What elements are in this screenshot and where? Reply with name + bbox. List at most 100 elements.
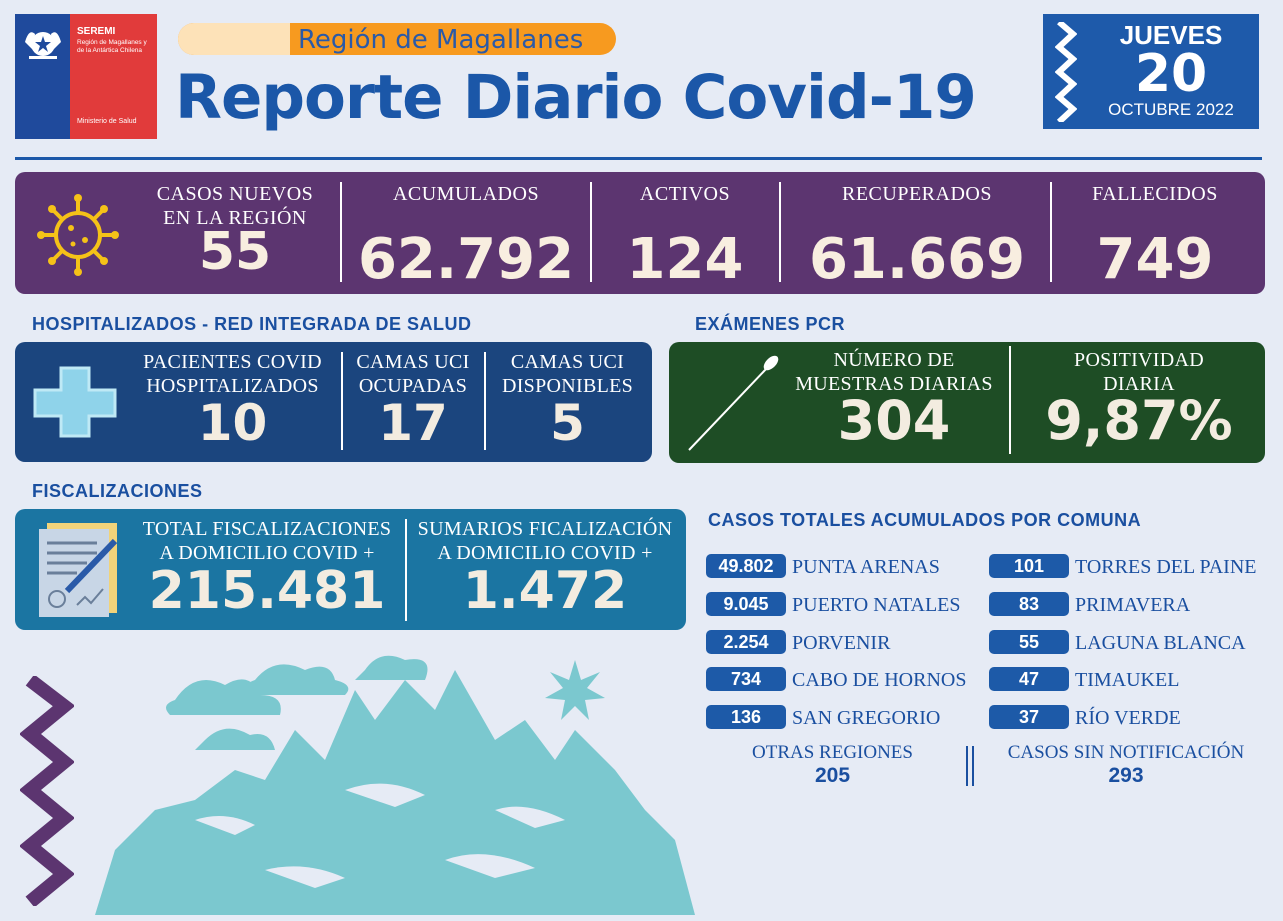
comunas-section-title: CASOS TOTALES ACUMULADOS POR COMUNA — [708, 510, 1142, 530]
hosp-item-pacientes: PACIENTES COVID HOSPITALIZADOS 10 — [130, 350, 335, 450]
comuna-value: 49.802 — [706, 554, 786, 578]
comuna-row: 2.254 PORVENIR — [706, 630, 986, 654]
pcr-section-title: EXÁMENES PCR — [695, 314, 846, 334]
comuna-row: 734 CABO DE HORNOS — [706, 667, 986, 691]
muestras-label-1: NÚMERO DE — [833, 349, 955, 371]
region-pill: Región de Magallanes — [178, 23, 616, 55]
pacientes-value: 10 — [197, 394, 268, 452]
seremi-region: Región de Magallanes y de la Antártica C… — [77, 39, 147, 54]
otras-divider — [972, 746, 974, 786]
fisc-section-title: FISCALIZACIONES — [32, 481, 203, 501]
comuna-row: 47 TIMAUKEL — [989, 667, 1269, 691]
cases-bar: CASOS NUEVOS EN LA REGIÓN 55 ACUMULADOS … — [15, 172, 1265, 294]
comuna-row: 101 TORRES DEL PAINE — [989, 554, 1269, 578]
stat-acumulados: ACUMULADOS 62.792 — [350, 172, 582, 294]
comuna-value: 2.254 — [706, 630, 786, 654]
fisc-sumarios-label-2: A DOMICILIO COVID + — [437, 542, 653, 564]
header-divider — [15, 157, 1262, 160]
comuna-name: PUERTO NATALES — [792, 594, 961, 616]
comuna-name: TIMAUKEL — [1075, 669, 1180, 691]
positividad-label-2: DIARIA — [1103, 373, 1175, 395]
hosp-item-uci-ocupadas: CAMAS UCI OCUPADAS 17 — [348, 350, 478, 450]
comuna-name: LAGUNA BLANCA — [1075, 632, 1246, 654]
uci-ocupadas-label-1: CAMAS UCI — [356, 351, 470, 373]
comuna-value: 37 — [989, 705, 1069, 729]
swab-icon — [688, 355, 779, 451]
fisc-sumarios-value: 1.472 — [462, 561, 628, 621]
stat-casos-nuevos: CASOS NUEVOS EN LA REGIÓN 55 — [140, 172, 330, 294]
stat-activos: ACTIVOS 124 — [600, 172, 770, 294]
comuna-value: 734 — [706, 667, 786, 691]
stat-recuperados: RECUPERADOS 61.669 — [787, 172, 1047, 294]
seremi-label: SEREMI — [77, 26, 116, 37]
fisc-item-total: TOTAL FISCALIZACIONES A DOMICILIO COVID … — [133, 517, 401, 619]
otras-divider — [966, 746, 968, 786]
comuna-value: 9.045 — [706, 592, 786, 616]
date-weekday: JUEVES — [1119, 20, 1223, 50]
zigzag-icon — [1055, 22, 1077, 122]
sin-notificacion-label: CASOS SIN NOTIFICACIÓN — [1007, 742, 1245, 763]
hospital-box: PACIENTES COVID HOSPITALIZADOS 10 CAMAS … — [15, 342, 652, 462]
otras-regiones-value: 205 — [814, 764, 851, 787]
comuna-row: 9.045 PUERTO NATALES — [706, 592, 986, 616]
pcr-item-positividad: POSITIVIDAD DIARIA 9,87% — [1019, 348, 1259, 450]
recuperados-label: RECUPERADOS — [842, 183, 992, 205]
clipboard-pen-icon — [39, 523, 118, 617]
comuna-row: 49.802 PUNTA ARENAS — [706, 554, 986, 578]
otras-regiones-label: OTRAS REGIONES — [752, 742, 913, 763]
comuna-name: TORRES DEL PAINE — [1075, 556, 1257, 578]
hosp-item-uci-disponibles: CAMAS UCI DISPONIBLES 5 — [490, 350, 645, 450]
pcr-item-muestras: NÚMERO DE MUESTRAS DIARIAS 304 — [779, 348, 1009, 450]
comuna-row: 83 PRIMAVERA — [989, 592, 1269, 616]
comuna-name: PORVENIR — [792, 632, 891, 654]
casos-nuevos-label-2: EN LA REGIÓN — [163, 207, 307, 229]
region-label: Región de Magallanes — [298, 25, 584, 55]
hospital-section-title: HOSPITALIZADOS - RED INTEGRADA DE SALUD — [32, 314, 472, 334]
fisc-box: TOTAL FISCALIZACIONES A DOMICILIO COVID … — [15, 509, 686, 630]
comuna-value: 47 — [989, 667, 1069, 691]
page-title: Reporte Diario Covid-19 — [175, 62, 977, 133]
uci-disponibles-label-1: CAMAS UCI — [510, 351, 625, 373]
fisc-item-sumarios: SUMARIOS FICALIZACIÓN A DOMICILIO COVID … — [411, 517, 679, 619]
comuna-value: 55 — [989, 630, 1069, 654]
activos-label: ACTIVOS — [639, 183, 731, 205]
muestras-value: 304 — [837, 389, 951, 452]
coat-of-arms-icon — [25, 32, 61, 59]
stat-fallecidos: FALLECIDOS 749 — [1060, 172, 1250, 294]
muestras-label-2: MUESTRAS DIARIAS — [795, 373, 993, 395]
comuna-value: 83 — [989, 592, 1069, 616]
positividad-value: 9,87% — [1045, 389, 1233, 452]
zigzag-decoration-icon — [20, 676, 74, 906]
casos-nuevos-value: 55 — [198, 222, 272, 282]
comuna-row: 37 RÍO VERDE — [989, 705, 1269, 729]
fisc-total-label-1: TOTAL FISCALIZACIONES — [142, 518, 392, 540]
uci-ocupadas-label-2: OCUPADAS — [358, 375, 468, 397]
fisc-total-value: 215.481 — [148, 561, 386, 621]
uci-disponibles-value: 5 — [550, 394, 585, 452]
acumulados-label: ACUMULADOS — [392, 183, 540, 205]
recuperados-value: 61.669 — [808, 227, 1026, 292]
ministry-label: Ministerio de Salud — [77, 118, 137, 125]
positividad-label-1: POSITIVIDAD — [1074, 349, 1204, 371]
comuna-name: SAN GREGORIO — [792, 707, 941, 729]
mountains-illustration-icon — [95, 655, 695, 915]
seremi-logo: SEREMI Región de Magallanes y de la Antá… — [15, 14, 157, 139]
date-month-year: OCTUBRE 2022 — [1108, 100, 1234, 119]
pcr-box: NÚMERO DE MUESTRAS DIARIAS 304 POSITIVID… — [669, 342, 1265, 463]
pacientes-label-2: HOSPITALIZADOS — [146, 375, 319, 397]
virus-icon — [37, 194, 119, 276]
comuna-row: 136 SAN GREGORIO — [706, 705, 986, 729]
date-box: JUEVES 20 OCTUBRE 2022 — [1043, 14, 1259, 129]
comuna-name: RÍO VERDE — [1075, 707, 1181, 729]
comuna-value: 136 — [706, 705, 786, 729]
otras-regiones: OTRAS REGIONES 205 — [720, 742, 945, 788]
fallecidos-label: FALLECIDOS — [1092, 183, 1218, 205]
uci-disponibles-label-2: DISPONIBLES — [501, 375, 634, 397]
fisc-total-label-2: A DOMICILIO COVID + — [159, 542, 375, 564]
activos-value: 124 — [626, 227, 744, 292]
comuna-name: PUNTA ARENAS — [792, 556, 940, 578]
comuna-name: PRIMAVERA — [1075, 594, 1191, 616]
sin-notificacion-value: 293 — [1108, 764, 1144, 787]
uci-ocupadas-value: 17 — [378, 394, 448, 452]
comuna-row: 55 LAGUNA BLANCA — [989, 630, 1269, 654]
